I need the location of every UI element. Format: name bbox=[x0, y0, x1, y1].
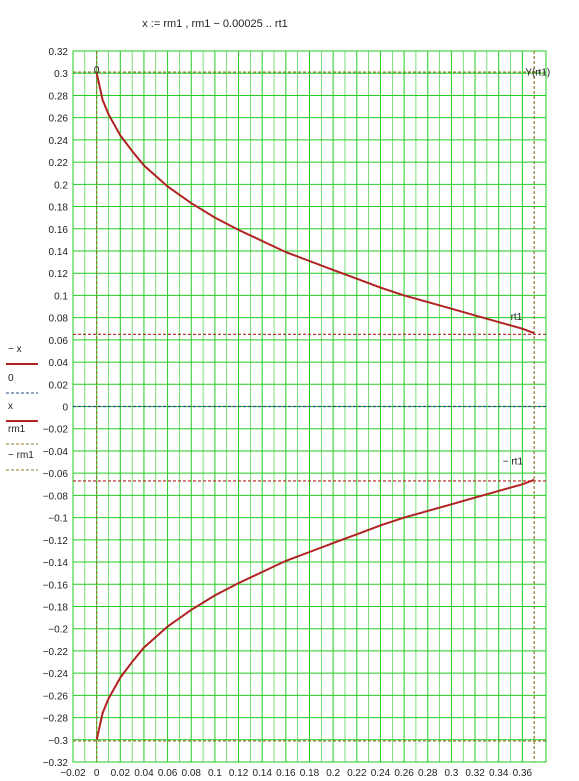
annotation-label: − rt1 bbox=[503, 456, 524, 467]
x-tick-label: 0.06 bbox=[158, 768, 178, 779]
x-tick-label: 0.14 bbox=[252, 768, 272, 779]
x-tick-label: 0.3 bbox=[444, 768, 458, 779]
curves bbox=[95, 72, 535, 741]
y-tick-label: −0.32 bbox=[43, 758, 69, 769]
chart-title: x := rm1 , rm1 − 0.00025 .. rt1 bbox=[142, 18, 288, 30]
y-tick-label: −0.12 bbox=[43, 536, 69, 547]
y-tick-label: −0.26 bbox=[43, 691, 69, 702]
x-tick-labels: −0.02 0 0.02 0.04 0.06 0.08 0.1 0.12 0.14 0.16 0.1… bbox=[60, 768, 532, 779]
series-curve bbox=[95, 72, 535, 335]
y-tick-label: 0.14 bbox=[49, 247, 69, 258]
y-tick-label: −0.14 bbox=[43, 558, 69, 569]
y-tick-label: −0.16 bbox=[43, 580, 69, 591]
y-tick-labels: 0.32 0.3 0.28 0.26 0.24 0.22 0.2 0.18 0.16 0.14 0.… bbox=[43, 47, 69, 769]
reference-lines bbox=[73, 51, 546, 762]
legend-label: rm1 bbox=[8, 424, 26, 435]
annotation-label: Y(rt1) bbox=[525, 67, 550, 78]
x-tick-label: 0.24 bbox=[371, 768, 391, 779]
legend-label: 0 bbox=[8, 373, 14, 384]
x-tick-label: 0.36 bbox=[513, 768, 533, 779]
y-tick-label: 0 bbox=[62, 403, 68, 414]
x-tick-label: 0.16 bbox=[276, 768, 296, 779]
x-tick-label: 0.32 bbox=[465, 768, 485, 779]
x-tick-label: 0.26 bbox=[394, 768, 414, 779]
x-tick-label: 0.22 bbox=[347, 768, 367, 779]
y-tick-label: −0.06 bbox=[43, 469, 69, 480]
x-tick-label: 0.02 bbox=[111, 768, 131, 779]
annotations: rt1 − rt1 Y(rt1) 0 bbox=[94, 65, 550, 467]
x-tick-label: 0.12 bbox=[229, 768, 249, 779]
y-tick-label: 0.24 bbox=[49, 136, 69, 147]
legend-label: − rm1 bbox=[8, 450, 34, 461]
y-tick-label: 0.22 bbox=[49, 158, 69, 169]
y-tick-label: 0.32 bbox=[49, 47, 69, 58]
y-tick-label: −0.18 bbox=[43, 602, 69, 613]
y-tick-label: 0.08 bbox=[49, 314, 69, 325]
annotation-label: 0 bbox=[94, 65, 100, 76]
legend-label: x bbox=[8, 401, 13, 412]
y-tick-label: 0.3 bbox=[54, 69, 68, 80]
y-tick-label: 0.12 bbox=[49, 269, 69, 280]
x-tick-label: 0 bbox=[94, 768, 100, 779]
x-tick-label: 0.28 bbox=[418, 768, 438, 779]
y-tick-label: −0.22 bbox=[43, 647, 69, 658]
legend-label: − x bbox=[8, 344, 22, 355]
x-tick-label: 0.04 bbox=[134, 768, 154, 779]
y-tick-label: 0.06 bbox=[49, 336, 69, 347]
y-tick-label: 0.26 bbox=[49, 114, 69, 125]
y-tick-label: −0.08 bbox=[43, 491, 69, 502]
annotation-label: rt1 bbox=[511, 312, 523, 323]
x-tick-label: −0.02 bbox=[60, 768, 86, 779]
y-tick-label: 0.2 bbox=[54, 180, 68, 191]
y-tick-label: 0.16 bbox=[49, 225, 69, 236]
y-tick-label: −0.24 bbox=[43, 669, 69, 680]
y-tick-label: −0.02 bbox=[43, 425, 69, 436]
y-tick-label: 0.02 bbox=[49, 380, 69, 391]
y-tick-label: 0.28 bbox=[49, 91, 69, 102]
x-tick-label: 0.1 bbox=[208, 768, 222, 779]
legend: − x 0 x rm1 − rm1 bbox=[6, 344, 38, 471]
y-tick-label: −0.1 bbox=[48, 514, 68, 525]
x-tick-label: 0.08 bbox=[182, 768, 202, 779]
x-tick-label: 0.18 bbox=[300, 768, 320, 779]
x-tick-label: 0.34 bbox=[489, 768, 509, 779]
series-curve bbox=[95, 478, 535, 741]
y-tick-label: 0.1 bbox=[54, 291, 68, 302]
y-tick-label: −0.3 bbox=[48, 736, 68, 747]
y-tick-label: −0.04 bbox=[43, 447, 69, 458]
x-tick-label: 0.2 bbox=[326, 768, 340, 779]
y-tick-label: −0.28 bbox=[43, 714, 69, 725]
y-tick-label: 0.04 bbox=[49, 358, 69, 369]
y-tick-label: 0.18 bbox=[49, 203, 69, 214]
y-tick-label: −0.2 bbox=[48, 625, 68, 636]
